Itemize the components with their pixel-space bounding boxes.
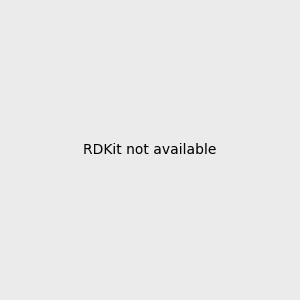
Text: RDKit not available: RDKit not available — [83, 143, 217, 157]
